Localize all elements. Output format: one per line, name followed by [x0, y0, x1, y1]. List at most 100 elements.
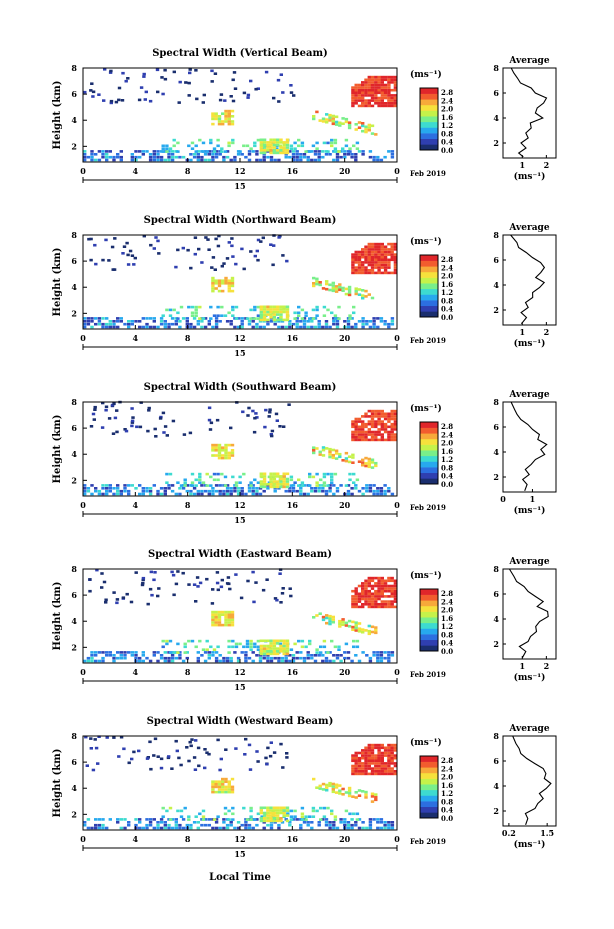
heatmap-cell — [179, 815, 184, 818]
heatmap-cell — [190, 484, 195, 487]
heatmap-cell — [347, 794, 352, 798]
heatmap-cell — [163, 325, 167, 329]
heatmap-cell — [291, 150, 296, 153]
heatmap-cell — [354, 595, 358, 598]
heatmap-cell — [390, 409, 394, 413]
heatmap-cell — [227, 120, 231, 123]
heatmap-cell — [183, 645, 187, 649]
heatmap-cell — [317, 153, 321, 156]
heatmap-cell — [351, 456, 355, 459]
heatmap-cell — [330, 478, 334, 482]
heatmap-cell — [230, 289, 235, 293]
heatmap-cell — [313, 654, 318, 657]
heatmap-cell — [285, 318, 290, 322]
heatmap-cell — [279, 310, 283, 314]
heatmap-cell — [236, 659, 241, 663]
x-tick-label: 16 — [287, 166, 299, 176]
heatmap-cell — [190, 311, 195, 315]
colorbar-segment — [420, 116, 438, 123]
heatmap-cell — [367, 767, 371, 770]
heatmap-cell — [282, 149, 286, 152]
average-x-axis-label: (ms⁻¹) — [514, 839, 546, 850]
heatmap-cell — [357, 253, 362, 256]
heatmap-cell — [377, 263, 381, 267]
heatmap-cell — [374, 746, 378, 750]
heatmap-cell — [357, 605, 362, 609]
heatmap-cell — [275, 598, 279, 602]
heatmap-cell — [299, 826, 303, 830]
heatmap-cell — [351, 263, 355, 267]
heatmap-cell — [361, 261, 365, 264]
heatmap-cell — [352, 645, 356, 649]
heatmap-cell — [224, 621, 228, 624]
heatmap-cell — [129, 600, 134, 604]
heatmap-cell — [380, 94, 384, 97]
heatmap-cell — [338, 784, 342, 787]
heatmap-cell — [354, 754, 358, 757]
heatmap-cell — [383, 422, 388, 426]
heatmap-cell — [102, 99, 106, 102]
heatmap-cell — [335, 826, 340, 830]
heatmap-cell — [377, 751, 381, 755]
heatmap-cell — [328, 288, 332, 292]
heatmap-cell — [234, 642, 239, 646]
average-y-tick-label: 6 — [493, 422, 499, 432]
heatmap-cell — [346, 826, 351, 830]
heatmap-cell — [156, 755, 160, 758]
heatmap-cell — [361, 772, 365, 776]
heatmap-cell — [325, 614, 329, 617]
heatmap-cell — [217, 117, 222, 121]
heatmap-cell — [201, 815, 206, 818]
heatmap-cell — [190, 481, 195, 484]
colorbar-segment — [420, 93, 438, 100]
heatmap-cell — [288, 587, 292, 590]
heatmap-cell — [269, 316, 273, 319]
heatmap-cell — [328, 450, 332, 454]
heatmap-cell — [383, 245, 388, 249]
heatmap-cell — [387, 99, 391, 102]
heatmap-cell — [112, 654, 116, 657]
heatmap-cell — [306, 821, 310, 824]
heatmap-cell — [193, 252, 197, 256]
heatmap-cell — [387, 261, 391, 264]
heatmap-cell — [383, 248, 388, 251]
colorbar-segment — [420, 789, 438, 796]
heatmap-cell — [302, 325, 307, 329]
heatmap-cell — [119, 317, 123, 320]
heatmap-cell — [101, 659, 105, 663]
heatmap-cell — [276, 639, 280, 643]
heatmap-cell — [239, 596, 244, 600]
heatmap-cell — [83, 325, 87, 329]
heatmap-cell — [383, 484, 387, 487]
heatmap-cell — [224, 785, 228, 789]
heatmap-cell — [364, 438, 368, 442]
heatmap-cell — [272, 751, 277, 754]
heatmap-cell — [352, 144, 356, 148]
heatmap-cell — [377, 576, 381, 580]
heatmap-cell — [370, 746, 375, 750]
heatmap-cell — [393, 263, 398, 267]
heatmap-cell — [126, 77, 130, 80]
heatmap-cell — [390, 417, 394, 421]
colorbar-frame — [419, 588, 439, 652]
heatmap-cell — [269, 741, 273, 744]
heatmap-cell — [214, 821, 219, 824]
heatmap-cell — [231, 255, 235, 258]
heatmap-cell — [322, 639, 327, 643]
heatmap-cell — [198, 305, 202, 309]
heatmap-cell — [242, 806, 246, 810]
heatmap-cell — [227, 443, 231, 447]
heatmap-cell — [279, 477, 283, 481]
heatmap-cell — [249, 806, 253, 810]
heatmap-cell — [269, 151, 273, 155]
heatmap-cell — [367, 102, 371, 105]
heatmap-cell — [249, 815, 253, 818]
heatmap-cell — [289, 84, 293, 87]
heatmap-cell — [211, 651, 215, 654]
heatmap-cell — [293, 815, 297, 818]
heatmap-cell — [364, 258, 368, 262]
heatmap-cell — [253, 642, 257, 646]
heatmap-cell — [269, 811, 273, 815]
heatmap-cell — [352, 472, 356, 476]
heatmap-cell — [89, 258, 93, 262]
